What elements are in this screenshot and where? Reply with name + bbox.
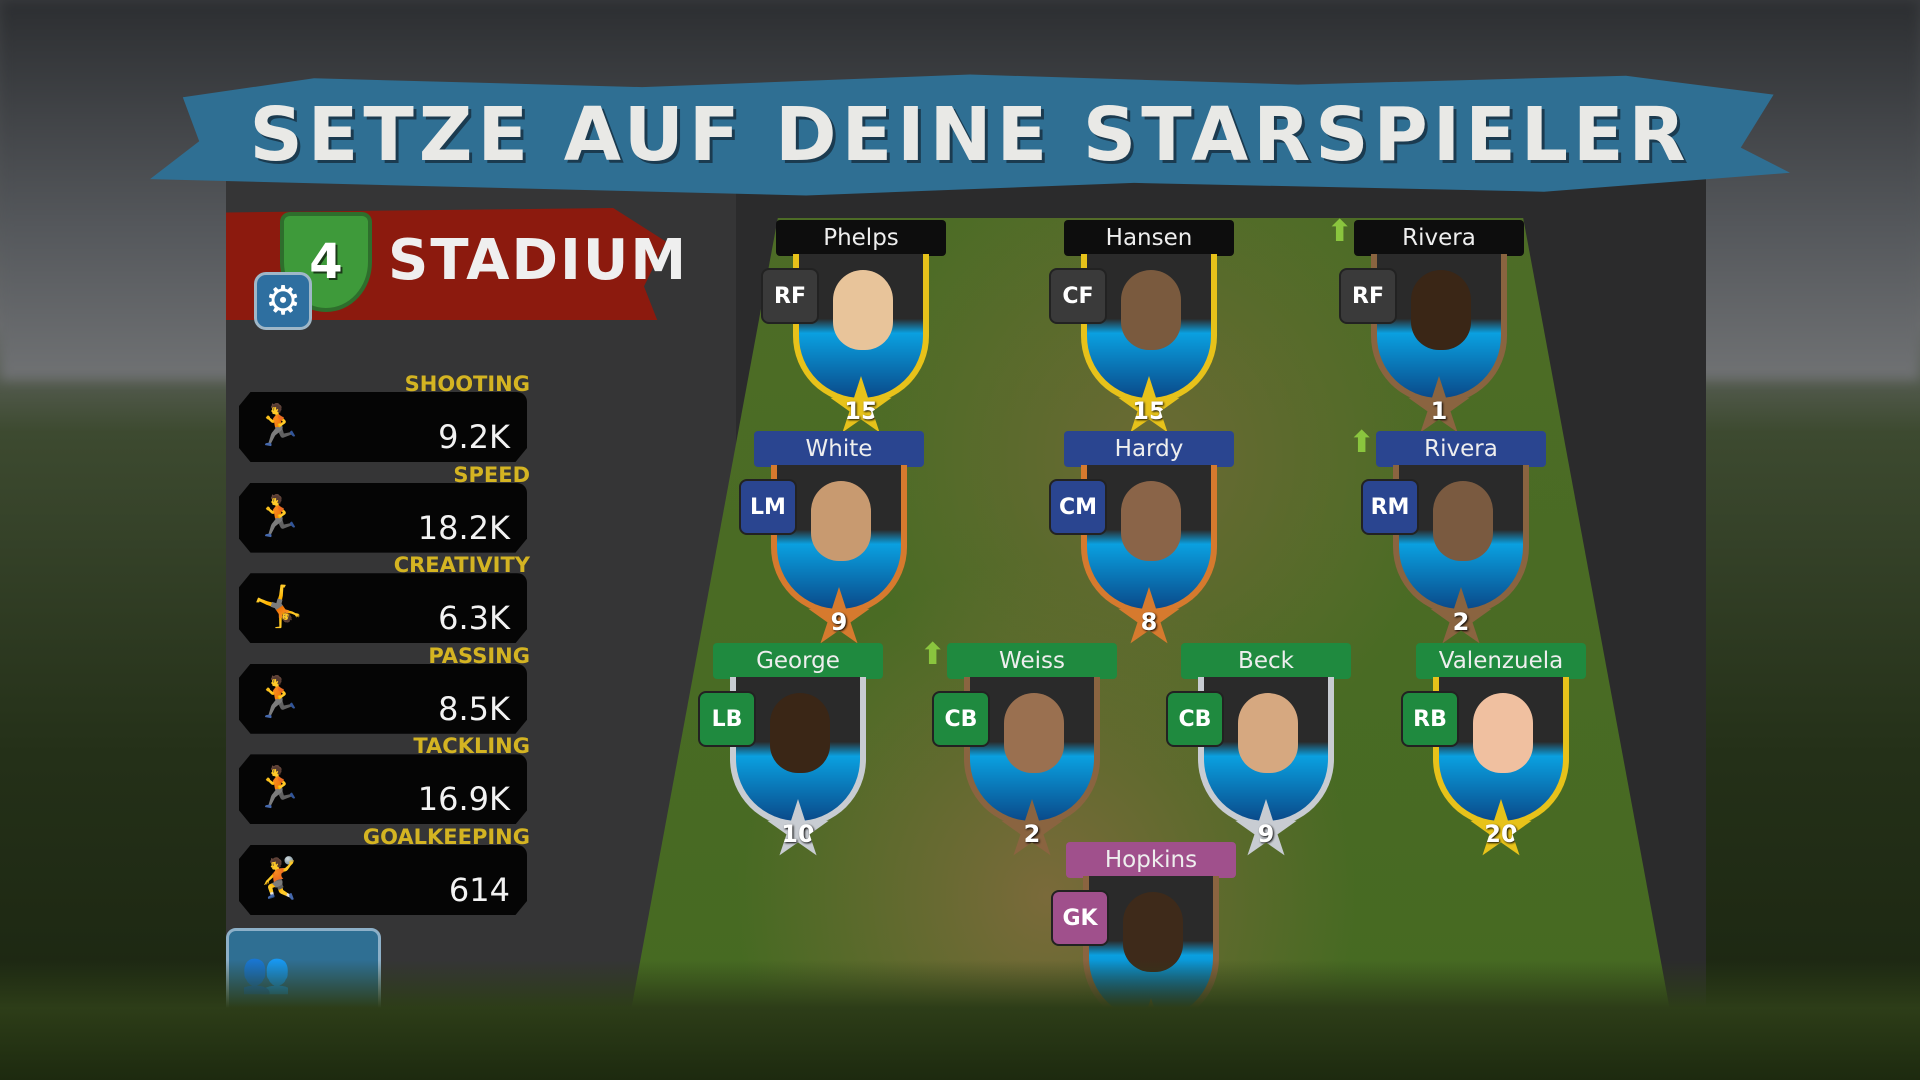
position-jersey: CF (1049, 268, 1107, 324)
player-name: George (713, 643, 883, 679)
player-card-hardy[interactable]: Hardy CM 8 (1049, 431, 1239, 644)
upgrade-arrow-icon: ⬆ (1327, 214, 1353, 249)
position-jersey: RF (761, 268, 819, 324)
banner-title: SETZE AUF DEINE STARSPIELER (249, 92, 1691, 178)
player-name: Valenzuela (1416, 643, 1586, 679)
stat-label: SPEED (453, 462, 530, 487)
player-face (1433, 481, 1493, 561)
stat-value: 6.3K (438, 599, 510, 638)
bicycle-kick-icon: 🤸 (253, 584, 303, 631)
grass-foreground (0, 960, 1920, 1080)
player-card-george[interactable]: George LB 10 (698, 643, 888, 856)
player-face (811, 481, 871, 561)
player-face (1004, 693, 1064, 773)
player-card-beck[interactable]: Beck CB 9 (1166, 643, 1356, 856)
player-name: Hansen (1064, 220, 1234, 256)
player-portrait-frame: RF 15 (761, 254, 929, 433)
position-jersey: RB (1401, 691, 1459, 747)
player-face (1473, 693, 1533, 773)
stat-label: GOALKEEPING (362, 825, 530, 849)
player-face (1238, 693, 1298, 773)
stat-value: 9.2K (438, 418, 510, 456)
stat-label: CREATIVITY (393, 553, 530, 578)
stadium-level-badge: 4 (280, 212, 372, 312)
player-face (770, 693, 830, 773)
stat-value: 8.5K (438, 689, 510, 728)
position-jersey: CB (1166, 691, 1224, 747)
stat-value: 16.9K (417, 780, 510, 819)
shooting-icon: 🏃 (253, 403, 303, 449)
player-portrait-frame: CM 8 (1049, 465, 1217, 644)
passing-icon: 🏃 (253, 674, 303, 721)
stadium-label: STADIUM (388, 228, 689, 293)
player-face (1121, 481, 1181, 561)
player-portrait-frame: CB 9 (1166, 677, 1334, 856)
player-face (1123, 892, 1183, 972)
player-portrait-frame: RB 20 (1401, 677, 1569, 856)
tackling-icon: 🏃 (253, 765, 303, 812)
position-jersey: LB (698, 691, 756, 747)
banner (150, 74, 1790, 196)
player-portrait-frame: RF 1 (1339, 254, 1507, 433)
position-jersey: RM (1361, 479, 1419, 535)
player-face (833, 270, 893, 350)
stat-creativity: 🤸 6.3K (239, 573, 527, 644)
player-portrait-frame: RM 2 (1361, 465, 1529, 644)
settings-gear-icon[interactable]: ⚙ (254, 272, 312, 330)
player-name: White (754, 431, 924, 467)
player-portrait-frame: CF 15 (1049, 254, 1217, 433)
player-name: Weiss (947, 643, 1117, 679)
stat-tackling: 🏃 16.9K (239, 754, 527, 825)
stat-value: 614 (448, 871, 510, 909)
player-name: Beck (1181, 643, 1351, 679)
stat-passing: 🏃 8.5K (239, 663, 527, 734)
player-card-phelps[interactable]: Phelps RF 15 (761, 220, 951, 433)
stat-label: TACKLING (413, 734, 530, 759)
position-jersey: LM (739, 479, 797, 535)
player-card-rivera[interactable]: ⬆ Rivera RF 1 (1327, 214, 1529, 433)
upgrade-arrow-icon: ⬆ (1349, 425, 1375, 460)
player-card-hansen[interactable]: Hansen CF 15 (1049, 220, 1239, 433)
player-name: Hardy (1064, 431, 1234, 467)
player-portrait-frame: CB 2 (932, 677, 1100, 856)
player-face (1121, 270, 1181, 350)
stat-goalkeeping: 🤾 614 (239, 845, 527, 915)
player-card-valenzuela[interactable]: Valenzuela RB 20 (1401, 643, 1591, 856)
position-jersey: RF (1339, 268, 1397, 324)
player-portrait-frame: LB 10 (698, 677, 866, 856)
player-name: Rivera (1354, 220, 1524, 256)
stat-label: PASSING (428, 643, 530, 668)
player-card-rivera[interactable]: ⬆ Rivera RM 2 (1349, 425, 1551, 644)
stat-shooting: 🏃 9.2K (239, 392, 527, 462)
player-name: Hopkins (1066, 842, 1236, 878)
upgrade-arrow-icon: ⬆ (920, 637, 946, 672)
running-icon: 🏃 (253, 493, 303, 540)
position-jersey: CM (1049, 479, 1107, 535)
position-jersey: GK (1051, 890, 1109, 946)
stat-speed: 🏃 18.2K (239, 482, 527, 553)
position-jersey: CB (932, 691, 990, 747)
player-name: Phelps (776, 220, 946, 256)
stat-value: 18.2K (417, 508, 510, 547)
stat-label: SHOOTING (404, 372, 530, 396)
player-card-weiss[interactable]: ⬆ Weiss CB 2 (920, 637, 1122, 856)
player-face (1411, 270, 1471, 350)
player-portrait-frame: LM 9 (739, 465, 907, 644)
goalkeeper-icon: 🤾 (253, 856, 303, 902)
player-name: Rivera (1376, 431, 1546, 467)
player-card-white[interactable]: White LM 9 (739, 431, 929, 644)
